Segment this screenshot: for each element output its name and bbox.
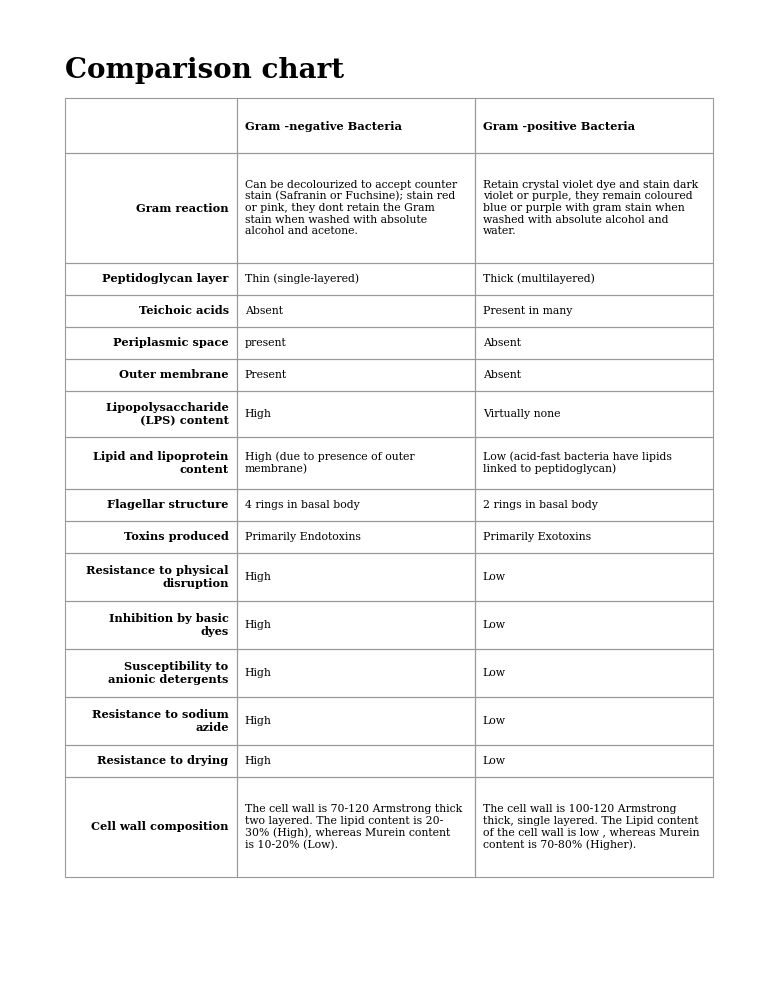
Bar xyxy=(475,391,713,437)
Text: High: High xyxy=(245,716,272,726)
Bar xyxy=(65,153,237,263)
Bar xyxy=(237,553,475,601)
Bar xyxy=(65,437,237,489)
Text: Low: Low xyxy=(483,756,506,766)
Bar xyxy=(65,359,237,391)
Bar xyxy=(475,649,713,697)
Bar xyxy=(475,777,713,877)
Text: Absent: Absent xyxy=(483,338,521,348)
Bar xyxy=(237,649,475,697)
Text: Cell wall composition: Cell wall composition xyxy=(91,821,229,833)
Text: Gram -positive Bacteria: Gram -positive Bacteria xyxy=(483,121,635,132)
Text: Low: Low xyxy=(483,620,506,630)
Bar xyxy=(237,777,475,877)
Bar xyxy=(475,697,713,745)
Bar xyxy=(237,601,475,649)
Bar xyxy=(237,295,475,327)
Bar xyxy=(237,745,475,777)
Text: Susceptibility to
anionic detergents: Susceptibility to anionic detergents xyxy=(108,661,229,685)
Text: 2 rings in basal body: 2 rings in basal body xyxy=(483,500,598,510)
Bar xyxy=(65,327,237,359)
Text: Absent: Absent xyxy=(245,306,283,316)
Text: High: High xyxy=(245,409,272,419)
Bar xyxy=(65,295,237,327)
Text: Low: Low xyxy=(483,716,506,726)
Bar xyxy=(475,553,713,601)
Bar xyxy=(475,359,713,391)
Text: The cell wall is 70-120 Armstrong thick
two layered. The lipid content is 20-
30: The cell wall is 70-120 Armstrong thick … xyxy=(245,804,462,850)
Bar xyxy=(65,745,237,777)
Text: High: High xyxy=(245,668,272,678)
Text: Outer membrane: Outer membrane xyxy=(119,370,229,381)
Text: Low: Low xyxy=(483,572,506,582)
Text: Toxins produced: Toxins produced xyxy=(124,532,229,543)
Text: Low: Low xyxy=(483,668,506,678)
Text: present: present xyxy=(245,338,286,348)
Bar xyxy=(475,437,713,489)
Text: Inhibition by basic
dyes: Inhibition by basic dyes xyxy=(109,613,229,637)
Text: Thin (single-layered): Thin (single-layered) xyxy=(245,273,359,284)
Bar xyxy=(237,521,475,553)
Text: Resistance to drying: Resistance to drying xyxy=(98,755,229,766)
Bar xyxy=(65,489,237,521)
Text: Flagellar structure: Flagellar structure xyxy=(108,500,229,511)
Text: Resistance to physical
disruption: Resistance to physical disruption xyxy=(86,566,229,588)
Text: Periplasmic space: Periplasmic space xyxy=(113,338,229,349)
Text: Teichoic acids: Teichoic acids xyxy=(138,305,229,316)
Bar xyxy=(475,489,713,521)
Text: Lipid and lipoprotein
content: Lipid and lipoprotein content xyxy=(94,451,229,475)
Text: High (due to presence of outer
membrane): High (due to presence of outer membrane) xyxy=(245,451,415,474)
Text: Gram -negative Bacteria: Gram -negative Bacteria xyxy=(245,121,402,132)
Bar xyxy=(237,327,475,359)
Bar xyxy=(237,437,475,489)
Bar xyxy=(237,489,475,521)
Text: Peptidoglycan layer: Peptidoglycan layer xyxy=(102,273,229,284)
Bar xyxy=(475,153,713,263)
Text: Thick (multilayered): Thick (multilayered) xyxy=(483,273,594,284)
Bar xyxy=(65,553,237,601)
Text: High: High xyxy=(245,620,272,630)
Text: Virtually none: Virtually none xyxy=(483,409,561,419)
Bar xyxy=(237,697,475,745)
Bar xyxy=(237,263,475,295)
Bar xyxy=(237,359,475,391)
Text: The cell wall is 100-120 Armstrong
thick, single layered. The Lipid content
of t: The cell wall is 100-120 Armstrong thick… xyxy=(483,804,700,850)
Text: Resistance to sodium
azide: Resistance to sodium azide xyxy=(92,709,229,733)
Text: Gram reaction: Gram reaction xyxy=(136,203,229,214)
Bar xyxy=(65,263,237,295)
Text: Low (acid-fast bacteria have lipids
linked to peptidoglycan): Low (acid-fast bacteria have lipids link… xyxy=(483,451,672,474)
Bar xyxy=(65,697,237,745)
Text: Present: Present xyxy=(245,370,286,380)
Bar xyxy=(475,521,713,553)
Text: High: High xyxy=(245,756,272,766)
Bar xyxy=(65,601,237,649)
Text: Lipopolysaccharide
(LPS) content: Lipopolysaccharide (LPS) content xyxy=(105,403,229,425)
Bar xyxy=(475,263,713,295)
Bar xyxy=(65,391,237,437)
Text: Primarily Endotoxins: Primarily Endotoxins xyxy=(245,532,361,542)
Bar xyxy=(475,601,713,649)
Bar xyxy=(237,391,475,437)
Text: Absent: Absent xyxy=(483,370,521,380)
Bar xyxy=(237,98,475,153)
Bar xyxy=(65,777,237,877)
Text: 4 rings in basal body: 4 rings in basal body xyxy=(245,500,359,510)
Bar xyxy=(475,98,713,153)
Text: Can be decolourized to accept counter
stain (Safranin or Fuchsine); stain red
or: Can be decolourized to accept counter st… xyxy=(245,180,457,237)
Bar xyxy=(475,745,713,777)
Text: Retain crystal violet dye and stain dark
violet or purple, they remain coloured
: Retain crystal violet dye and stain dark… xyxy=(483,180,698,237)
Bar xyxy=(65,521,237,553)
Text: Comparison chart: Comparison chart xyxy=(65,57,344,83)
Bar xyxy=(65,649,237,697)
Text: High: High xyxy=(245,572,272,582)
Text: Primarily Exotoxins: Primarily Exotoxins xyxy=(483,532,591,542)
Bar xyxy=(237,153,475,263)
Bar xyxy=(65,98,237,153)
Bar xyxy=(475,295,713,327)
Text: Present in many: Present in many xyxy=(483,306,572,316)
Bar xyxy=(475,327,713,359)
